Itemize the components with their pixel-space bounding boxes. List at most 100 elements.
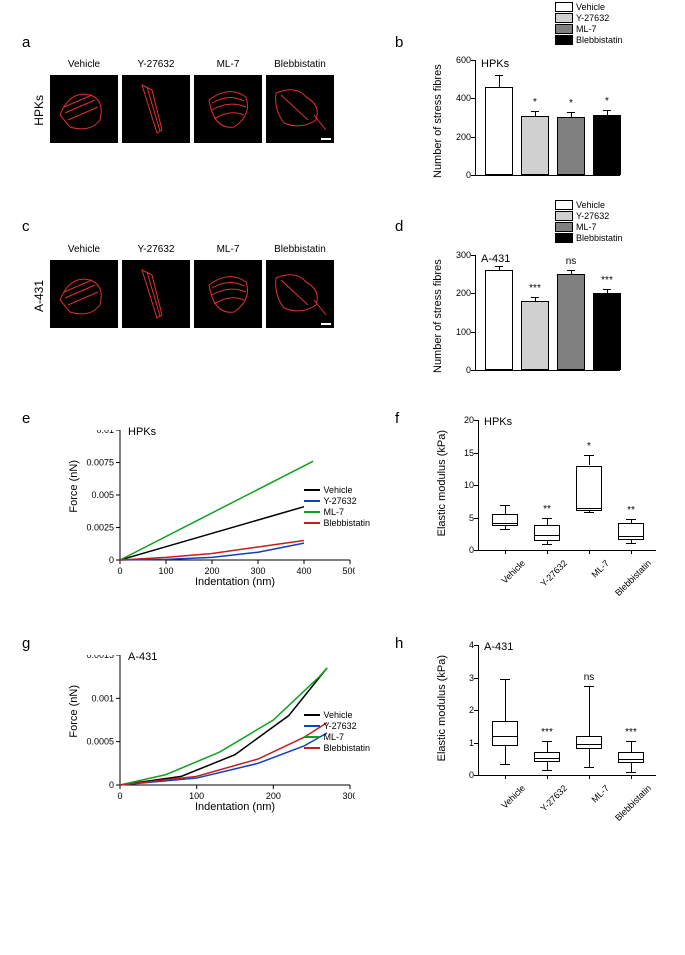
- panel-label-d: d: [395, 218, 403, 235]
- significance-marker: **: [534, 504, 560, 515]
- ytick: [474, 550, 478, 551]
- box-median: [534, 758, 560, 759]
- box: [492, 514, 518, 526]
- x-axis: [475, 370, 620, 371]
- whisker: [631, 763, 632, 772]
- svg-text:200: 200: [266, 791, 281, 801]
- significance-marker: ***: [618, 727, 644, 738]
- legend-item: Y-27632: [555, 211, 623, 221]
- line-legend-swatch: [304, 714, 320, 716]
- ytick-label: 3: [454, 673, 474, 683]
- xtick: [505, 775, 506, 779]
- box-median: [618, 536, 644, 537]
- box: [492, 721, 518, 745]
- whisker: [589, 749, 590, 767]
- ytick-label: 400: [447, 93, 471, 103]
- legend-swatch: [555, 24, 573, 34]
- legend-item: ML-7: [555, 222, 623, 232]
- significance-marker: *: [576, 441, 602, 452]
- significance-marker: ***: [593, 275, 621, 286]
- svg-text:0: 0: [117, 791, 122, 801]
- bar: [521, 116, 549, 175]
- whisker-cap: [500, 764, 510, 765]
- significance-marker: ns: [576, 672, 602, 683]
- panel-label-c: c: [22, 218, 30, 235]
- line-legend-item: ML-7: [304, 507, 370, 517]
- line-legend-swatch: [304, 736, 320, 738]
- micrograph-row-c: VehicleY-27632ML-7Blebbistatin: [50, 260, 334, 328]
- whisker-cap: [626, 772, 636, 773]
- ytick-label: 200: [447, 288, 471, 298]
- xtick: [547, 775, 548, 779]
- box-median: [492, 523, 518, 524]
- svg-text:0: 0: [109, 780, 114, 790]
- svg-text:0.001: 0.001: [91, 693, 114, 703]
- xtick: [547, 550, 548, 554]
- ytick-label: 300: [447, 250, 471, 260]
- line-chart-g: 00.00050.0010.00150100200300Force (nN)In…: [70, 645, 360, 815]
- legend-swatch: [555, 233, 573, 243]
- micrograph: Y-27632: [122, 75, 190, 143]
- line-legend-swatch: [304, 500, 320, 502]
- x-axis: [475, 175, 620, 176]
- whisker-cap: [584, 686, 594, 687]
- whisker: [547, 741, 548, 752]
- svg-text:500: 500: [342, 566, 355, 576]
- scale-bar: [321, 323, 331, 325]
- bar: [557, 274, 585, 370]
- box: [618, 752, 644, 762]
- line-legend-item: Blebbistatin: [304, 743, 370, 753]
- whisker-cap: [500, 679, 510, 680]
- line-chart-e: 00.00250.0050.00750.010100200300400500Fo…: [70, 420, 360, 590]
- panel-label-b: b: [395, 34, 403, 51]
- chart-title: A-431: [481, 253, 510, 265]
- panel-label-h: h: [395, 635, 403, 652]
- box-median: [576, 744, 602, 745]
- line-legend-label: Y-27632: [323, 721, 356, 731]
- whisker: [505, 746, 506, 764]
- error-cap: [531, 297, 539, 298]
- legend-label: Blebbistatin: [576, 35, 623, 45]
- whisker-cap: [626, 741, 636, 742]
- ytick-label: 200: [447, 132, 471, 142]
- bar: [485, 270, 513, 370]
- error-cap: [567, 112, 575, 113]
- micrograph-title: Blebbistatin: [266, 59, 334, 70]
- row-label-a431: A-431: [32, 280, 46, 312]
- micrograph: Vehicle: [50, 75, 118, 143]
- ytick: [471, 370, 475, 371]
- line-legend-item: Vehicle: [304, 710, 370, 720]
- ytick-label: 0: [447, 170, 471, 180]
- error-cap: [531, 111, 539, 112]
- ytick: [471, 98, 475, 99]
- svg-text:300: 300: [250, 566, 265, 576]
- line-legend-label: ML-7: [323, 732, 344, 742]
- legend-swatch: [555, 13, 573, 23]
- micrograph-title: Y-27632: [122, 244, 190, 255]
- ytick-label: 600: [447, 55, 471, 65]
- line-legend-item: Blebbistatin: [304, 518, 370, 528]
- significance-marker: ***: [521, 283, 549, 294]
- whisker-cap: [542, 770, 552, 771]
- line-legend-item: Y-27632: [304, 721, 370, 731]
- error-cap: [495, 75, 503, 76]
- box: [534, 525, 560, 541]
- box-median: [576, 508, 602, 509]
- panel-label-a: a: [22, 34, 30, 51]
- svg-text:0.0075: 0.0075: [86, 458, 114, 468]
- bar-chart-b: 0200400600***Number of stress fibresHPKs: [440, 60, 640, 200]
- ytick-label: 1: [454, 738, 474, 748]
- ytick: [474, 645, 478, 646]
- micrograph: Blebbistatin: [266, 75, 334, 143]
- box-median: [534, 535, 560, 536]
- y-axis-label: Elastic modulus (kPa): [436, 655, 448, 761]
- y-axis-label: Number of stress fibres: [432, 253, 444, 373]
- chart-title: A-431: [128, 651, 157, 663]
- svg-text:300: 300: [342, 791, 355, 801]
- line-legend-swatch: [304, 522, 320, 524]
- xtick: [505, 550, 506, 554]
- ytick: [474, 420, 478, 421]
- legend-label: Blebbistatin: [576, 233, 623, 243]
- svg-text:100: 100: [158, 566, 173, 576]
- bar-chart-d: 0100200300***ns***Number of stress fibre…: [440, 255, 640, 395]
